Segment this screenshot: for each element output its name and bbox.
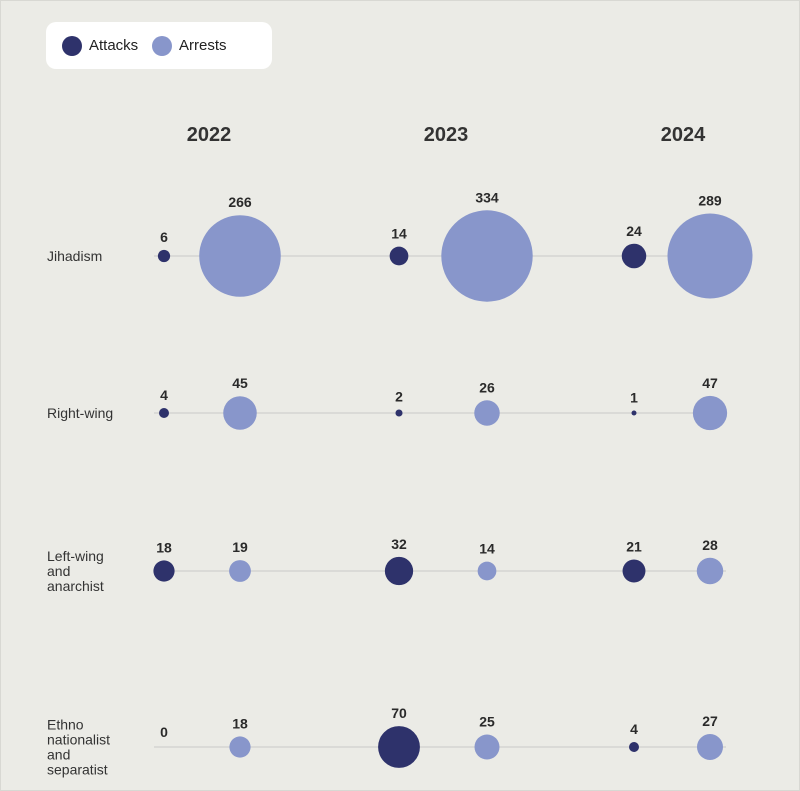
attacks-value-2-2024: 21 bbox=[626, 539, 642, 555]
attacks-bubble-1-2023 bbox=[395, 409, 403, 417]
row-label-2-1: and bbox=[47, 563, 70, 579]
arrests-value-1-2024: 47 bbox=[702, 375, 718, 391]
legend-item-arrests: Arrests bbox=[152, 22, 227, 69]
arrests-value-3-2022: 18 bbox=[232, 715, 248, 731]
attacks-value-3-2024: 4 bbox=[630, 721, 638, 737]
row-label-3-3: separatist bbox=[47, 762, 108, 778]
row-label-1-0: Right-wing bbox=[47, 405, 113, 421]
attacks-value-3-2023: 70 bbox=[391, 705, 407, 721]
arrests-bubble-2-2024 bbox=[696, 557, 724, 585]
arrests-value-3-2024: 27 bbox=[702, 713, 718, 729]
arrests-value-0-2023: 334 bbox=[475, 189, 499, 205]
arrests-bubble-3-2024 bbox=[697, 734, 723, 760]
arrests-bubble-1-2024 bbox=[692, 395, 728, 431]
legend-item-attacks: Attacks bbox=[62, 22, 138, 69]
attacks-bubble-3-2024 bbox=[629, 742, 639, 752]
attacks-value-1-2023: 2 bbox=[395, 388, 403, 404]
row-label-2-2: anarchist bbox=[47, 578, 104, 594]
arrests-value-2-2023: 14 bbox=[479, 541, 495, 557]
row-label-0-0: Jihadism bbox=[47, 248, 102, 264]
legend-swatch-arrests bbox=[152, 35, 172, 56]
arrests-value-1-2022: 45 bbox=[232, 375, 248, 391]
year-label-2024: 2024 bbox=[661, 124, 706, 146]
attacks-bubble-2-2024 bbox=[622, 559, 646, 583]
row-label-2-0: Left-wing bbox=[47, 548, 104, 564]
attacks-bubble-0-2023 bbox=[389, 246, 409, 266]
attacks-bubble-1-2022 bbox=[159, 408, 169, 418]
year-label-2023: 2023 bbox=[424, 124, 469, 146]
arrests-value-1-2023: 26 bbox=[479, 379, 495, 395]
attacks-value-0-2024: 24 bbox=[626, 223, 642, 239]
attacks-bubble-2-2023 bbox=[384, 556, 414, 586]
arrests-value-0-2024: 289 bbox=[698, 193, 722, 209]
attacks-value-0-2022: 6 bbox=[160, 229, 168, 245]
row-label-3-1: nationalist bbox=[47, 732, 110, 748]
legend: Attacks Arrests bbox=[46, 22, 272, 69]
arrests-bubble-1-2022 bbox=[223, 396, 257, 430]
attacks-bubble-1-2024 bbox=[631, 410, 637, 416]
arrests-value-2-2024: 28 bbox=[702, 537, 718, 553]
attacks-value-1-2022: 4 bbox=[160, 387, 168, 403]
legend-label-arrests: Arrests bbox=[179, 37, 227, 54]
arrests-bubble-0-2023 bbox=[441, 210, 533, 302]
arrests-value-3-2023: 25 bbox=[479, 714, 495, 730]
attacks-bubble-2-2022 bbox=[153, 560, 175, 582]
legend-swatch-attacks bbox=[62, 35, 82, 56]
attacks-value-3-2022: 0 bbox=[160, 724, 168, 740]
arrests-value-0-2022: 266 bbox=[228, 194, 252, 210]
attacks-bubble-0-2024 bbox=[621, 243, 647, 269]
attacks-bubble-0-2022 bbox=[157, 249, 171, 263]
arrests-bubble-0-2024 bbox=[667, 213, 753, 299]
attacks-value-1-2024: 1 bbox=[630, 390, 638, 406]
arrests-bubble-2-2022 bbox=[229, 560, 251, 582]
arrests-bubble-1-2023 bbox=[474, 400, 500, 426]
row-label-3-2: and bbox=[47, 747, 70, 763]
attacks-value-2-2023: 32 bbox=[391, 536, 407, 552]
arrests-bubble-3-2022 bbox=[229, 736, 251, 758]
legend-label-attacks: Attacks bbox=[89, 37, 139, 54]
attacks-bubble-3-2023 bbox=[378, 726, 420, 768]
attacks-value-2-2022: 18 bbox=[156, 539, 172, 555]
arrests-bubble-2-2023 bbox=[477, 561, 497, 581]
arrests-value-2-2022: 19 bbox=[232, 539, 248, 555]
attacks-value-0-2023: 14 bbox=[391, 226, 407, 242]
row-label-3-0: Ethno bbox=[47, 717, 84, 733]
arrests-bubble-0-2022 bbox=[199, 215, 281, 297]
year-label-2022: 2022 bbox=[187, 124, 232, 146]
arrests-bubble-3-2023 bbox=[474, 734, 500, 760]
